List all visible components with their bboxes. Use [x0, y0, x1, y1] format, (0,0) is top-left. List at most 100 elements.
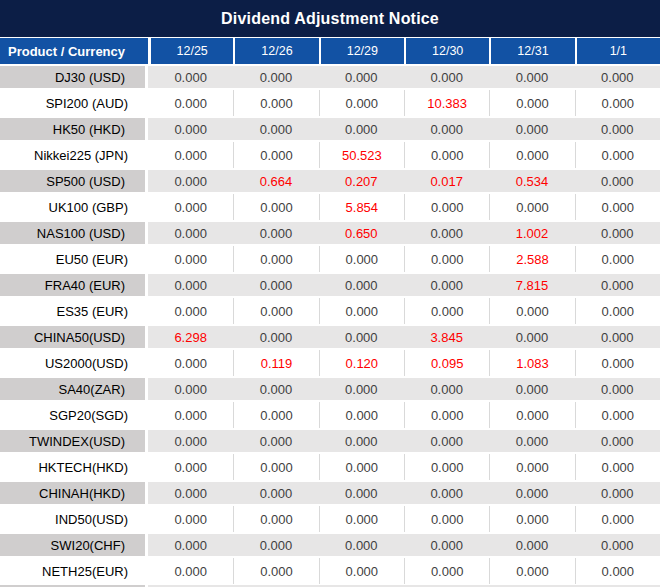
value-cell: 2.588 [489, 246, 574, 272]
value-cell: 0.000 [404, 298, 489, 324]
value-cell: 0.017 [404, 168, 489, 194]
value-cell: 0.000 [148, 480, 233, 506]
value-cell: 0.000 [319, 376, 404, 402]
value-cell: 0.000 [404, 64, 489, 90]
product-currency-header: Product / Currency [0, 38, 148, 64]
value-cell: 0.000 [575, 454, 660, 480]
table-row: CHINAH(HKD)0.0000.0000.0000.0000.0000.00… [0, 480, 660, 506]
value-cell: 0.000 [233, 90, 318, 116]
value-cell: 1.002 [489, 220, 574, 246]
value-cell: 0.095 [404, 350, 489, 376]
value-cell: 0.000 [575, 220, 660, 246]
date-header: 12/26 [233, 38, 318, 64]
table-row: NAS100 (USD)0.0000.0000.6500.0001.0020.0… [0, 220, 660, 246]
value-cell: 0.000 [575, 376, 660, 402]
product-cell: NETH25(EUR) [0, 558, 148, 584]
value-cell: 0.000 [233, 298, 318, 324]
value-cell: 0.000 [148, 376, 233, 402]
value-cell: 0.000 [233, 506, 318, 532]
value-cell: 0.000 [319, 272, 404, 298]
value-cell: 0.000 [404, 376, 489, 402]
value-cell: 0.000 [233, 64, 318, 90]
value-cell: 0.000 [148, 220, 233, 246]
value-cell: 0.000 [575, 168, 660, 194]
value-cell: 0.000 [148, 454, 233, 480]
value-cell: 0.000 [319, 324, 404, 350]
value-cell: 0.000 [148, 168, 233, 194]
product-cell: CHINA50(USD) [0, 324, 148, 350]
value-cell: 0.000 [148, 402, 233, 428]
value-cell: 5.854 [319, 194, 404, 220]
value-cell: 0.000 [575, 480, 660, 506]
value-cell: 0.000 [319, 454, 404, 480]
value-cell: 0.000 [575, 142, 660, 168]
page-title: Dividend Adjustment Notice [221, 10, 439, 28]
value-cell: 0.000 [575, 558, 660, 584]
date-header: 1/1 [575, 38, 660, 64]
value-cell: 0.000 [319, 246, 404, 272]
value-cell: 0.000 [575, 506, 660, 532]
value-cell: 10.383 [404, 90, 489, 116]
value-cell: 0.000 [575, 428, 660, 454]
value-cell: 0.000 [489, 298, 574, 324]
value-cell: 0.000 [319, 480, 404, 506]
table-row: SA40(ZAR)0.0000.0000.0000.0000.0000.000 [0, 376, 660, 402]
value-cell: 0.000 [233, 532, 318, 558]
value-cell: 0.000 [575, 194, 660, 220]
value-cell: 0.000 [233, 324, 318, 350]
value-cell: 0.000 [575, 272, 660, 298]
value-cell: 0.664 [233, 168, 318, 194]
date-header: 12/25 [148, 38, 233, 64]
value-cell: 0.000 [404, 558, 489, 584]
value-cell: 0.000 [233, 272, 318, 298]
value-cell: 0.000 [233, 142, 318, 168]
table-row: SP500 (USD)0.0000.6640.2070.0170.5340.00… [0, 168, 660, 194]
value-cell: 0.000 [489, 324, 574, 350]
value-cell: 0.000 [404, 272, 489, 298]
value-cell: 0.000 [489, 194, 574, 220]
product-cell: EU50 (EUR) [0, 246, 148, 272]
value-cell: 0.000 [489, 402, 574, 428]
value-cell: 0.000 [489, 428, 574, 454]
value-cell: 0.000 [575, 246, 660, 272]
product-cell: US2000(USD) [0, 350, 148, 376]
value-cell: 0.000 [575, 402, 660, 428]
value-cell: 0.000 [319, 298, 404, 324]
value-cell: 0.650 [319, 220, 404, 246]
dividend-table: Product / Currency 12/2512/2612/2912/301… [0, 38, 660, 587]
value-cell: 0.000 [148, 64, 233, 90]
table-row: SGP20(SGD)0.0000.0000.0000.0000.0000.000 [0, 402, 660, 428]
table-body: DJ30 (USD)0.0000.0000.0000.0000.0000.000… [0, 64, 660, 584]
date-header: 12/31 [489, 38, 574, 64]
table-row: US2000(USD)0.0000.1190.1200.0951.0830.00… [0, 350, 660, 376]
value-cell: 0.000 [319, 116, 404, 142]
product-cell: Nikkei225 (JPN) [0, 142, 148, 168]
value-cell: 0.000 [148, 90, 233, 116]
value-cell: 0.000 [404, 194, 489, 220]
value-cell: 50.523 [319, 142, 404, 168]
value-cell: 0.000 [404, 402, 489, 428]
table-row: SWI20(CHF)0.0000.0000.0000.0000.0000.000 [0, 532, 660, 558]
value-cell: 0.000 [233, 246, 318, 272]
value-cell: 0.000 [575, 532, 660, 558]
product-cell: IND50(USD) [0, 506, 148, 532]
value-cell: 0.000 [233, 480, 318, 506]
value-cell: 0.000 [489, 90, 574, 116]
product-cell: DJ30 (USD) [0, 64, 148, 90]
table-row: EU50 (EUR)0.0000.0000.0000.0002.5880.000 [0, 246, 660, 272]
table-row: HK50 (HKD)0.0000.0000.0000.0000.0000.000 [0, 116, 660, 142]
value-cell: 0.000 [148, 506, 233, 532]
title-bar: Dividend Adjustment Notice [0, 0, 660, 38]
product-cell: ES35 (EUR) [0, 298, 148, 324]
product-cell: CHINAH(HKD) [0, 480, 148, 506]
header-row: Product / Currency 12/2512/2612/2912/301… [0, 38, 660, 64]
value-cell: 0.000 [404, 480, 489, 506]
value-cell: 0.120 [319, 350, 404, 376]
table-row: FRA40 (EUR)0.0000.0000.0000.0007.8150.00… [0, 272, 660, 298]
value-cell: 0.000 [319, 428, 404, 454]
value-cell: 0.000 [148, 428, 233, 454]
value-cell: 0.534 [489, 168, 574, 194]
product-cell: SWI20(CHF) [0, 532, 148, 558]
value-cell: 0.000 [148, 272, 233, 298]
table-row: IND50(USD)0.0000.0000.0000.0000.0000.000 [0, 506, 660, 532]
